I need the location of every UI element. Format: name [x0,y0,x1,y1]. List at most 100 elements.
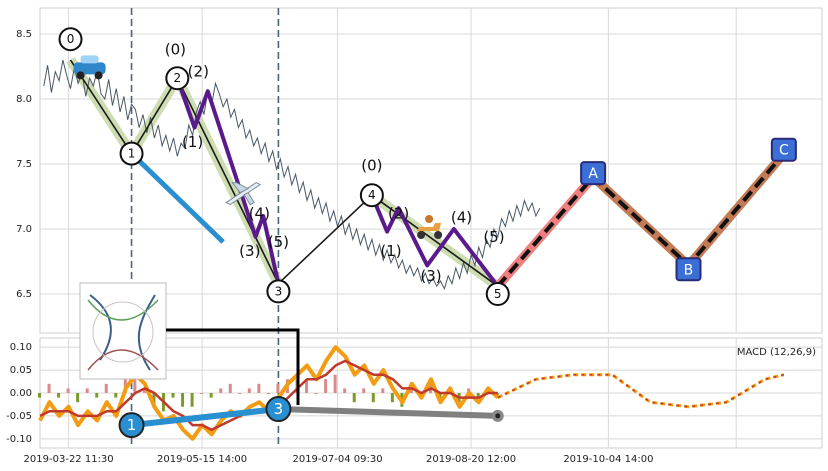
impulse-lines [69,59,500,288]
abc-node-box [770,137,797,162]
wave-paren-label: (4) [249,204,270,222]
wave-paren-label: (4) [451,208,472,226]
macd-histogram-bar [209,393,213,398]
wave-node-circle [266,279,291,304]
macd-histogram-bar [66,388,70,393]
macd-y-tick: -0.05 [6,411,32,422]
inset-connector [166,328,300,405]
macd-histogram-bar [476,393,480,398]
x-tick-label: 2019-10-04 14:00 [563,454,653,465]
macd-histogram-bar [238,393,242,394]
wave-node-label: 1 [128,147,136,161]
wave-nodes: 0 1 2 3 4 5 [58,27,510,306]
macd-histogram-bar [352,393,356,403]
x-tick-label: 2019-08-20 12:00 [426,454,516,465]
macd-histogram-bar [104,383,108,393]
car-icon [73,55,106,80]
wave-paren-label: (0) [165,41,186,59]
trend-blue-segment [129,151,225,244]
macd-histogram-bar [190,393,194,407]
wave-paren-label: (2) [388,204,409,222]
macd-histogram-bar [171,393,175,398]
plane-wing [231,182,250,194]
macd-histogram-bar [390,393,394,403]
macd-trend-line [278,406,498,419]
wave-node-circle [485,282,510,306]
macd-histogram-bar [324,379,328,393]
macd-histogram-bar [228,383,232,393]
macd-histogram-bar [467,388,471,393]
abc-nodes: A B C [580,137,797,282]
wave-paren-label: (1) [380,242,401,260]
macd-histogram-bar [57,393,61,398]
macd-trend-line [131,406,279,429]
abc-node-box [580,161,607,186]
scooter-body [417,223,442,231]
macd-histogram-bar [343,388,347,393]
macd-y-tick: 0.05 [10,365,32,376]
wave-node-circle [119,141,144,166]
macd-title: MACD (12,26,9) [737,347,816,358]
macd-grid [40,338,822,448]
macd-histogram-bar [114,393,118,398]
wave-node-label: 4 [368,188,376,202]
macd-histogram-bar [371,393,375,403]
wave-node-circle [165,66,190,91]
price-y-tick: 7.0 [16,224,32,235]
macd-histogram-bar [381,388,385,393]
macd-y-ticks: -0.10 -0.05 0.00 0.05 0.10 [6,342,32,445]
wave-paren-label: (5) [483,228,504,246]
wave-node-label: 0 [67,32,75,46]
wave-node-label: 5 [494,287,502,301]
macd-histogram-bar [257,383,261,393]
macd-histogram-bar [95,393,99,398]
macd-node-label: 1 [127,416,137,434]
macd-end-dot-center [495,413,501,419]
macd-histogram-bar [152,393,156,407]
macd-histogram-bar [142,388,146,393]
projection-dash [496,152,786,288]
macd-histogram-bar [219,388,223,393]
wave-degree-inner-a [175,77,281,285]
price-y-tick: 7.5 [16,159,32,170]
wave-degree-outer [69,59,499,287]
macd-histogram-bar [314,393,318,394]
scooter-icon [417,215,443,239]
macd-nodes: 13 [118,396,292,439]
macd-histogram-bar [181,393,185,407]
macd-y-tick: -0.10 [6,434,32,445]
macd-histogram-bar [200,393,204,394]
airplane-icon [225,182,262,206]
macd-histogram-bar [333,374,337,393]
plane-wing [243,191,255,206]
signal-projection-line [497,373,785,408]
macd-y-tick: 0.00 [10,388,32,399]
icons [73,55,443,239]
macd-histogram-bar [247,388,251,393]
macd-histogram-bar [76,393,80,403]
macd-overlay [131,406,504,429]
price-y-tick: 6.5 [16,289,32,300]
wave-degree-inner-b [370,194,500,288]
macd-y-tick: 0.10 [10,342,32,353]
x-tick-label: 2019-07-04 09:30 [292,454,382,465]
abc-node-box [675,257,702,282]
scooter-rider [425,215,434,223]
x-tick-label: 2019-03-22 11:30 [24,454,114,465]
macd-histogram-bar [47,383,51,393]
trend-blue-line [129,151,225,244]
macd-histogram-bar [266,393,270,394]
abc-node-label: A [588,166,598,182]
wave-paren-label: (0) [361,156,382,174]
car-window [80,55,99,64]
macd-node-circle [265,396,292,423]
abc-node-label: C [779,143,789,159]
macd-histogram-bar [362,388,366,393]
macd-histogram-bar [276,383,280,393]
price-y-ticks: 6.5 7.0 7.5 8.0 8.5 [16,29,32,300]
wave-node-label: 2 [174,71,182,85]
wave-paren-label: (3) [239,242,260,260]
price-line [43,59,541,291]
macd-histogram-bar [38,393,41,398]
price-y-tick: 8.0 [16,94,32,105]
